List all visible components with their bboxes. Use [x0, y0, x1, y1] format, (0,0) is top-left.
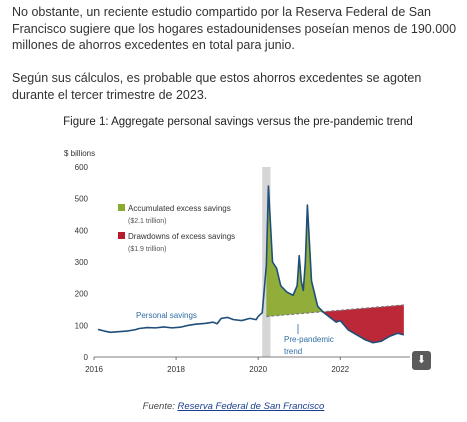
legend-swatch [118, 204, 125, 211]
x-tick-label: 2020 [249, 365, 267, 374]
y-tick-label: 200 [75, 290, 89, 299]
x-tick-label: 2018 [167, 365, 185, 374]
chart-y-axis-label: $ billions [64, 149, 95, 158]
caption-prefix: Fuente: [142, 401, 178, 412]
y-tick-label: 400 [75, 226, 89, 235]
savings-chart: Figure 1: Aggregate personal savings ver… [46, 112, 446, 382]
download-icon: ⬇ [416, 354, 427, 366]
figure-caption: Fuente: Reserva Federal de San Francisco [0, 401, 467, 412]
legend-sublabel: ($1.9 trillion) [128, 246, 167, 253]
x-tick-label: 2022 [331, 365, 349, 374]
y-tick-label: 100 [75, 321, 89, 330]
trend-label-line1: Pre-pandemic [284, 335, 334, 344]
legend-label: Drawdowns of excess savings [128, 232, 235, 241]
chart-title: Figure 1: Aggregate personal savings ver… [63, 116, 413, 128]
y-tick-label: 600 [75, 163, 89, 172]
personal-savings-line [97, 185, 405, 344]
personal-savings-label: Personal savings [136, 311, 197, 320]
y-tick-label: 300 [75, 258, 89, 267]
legend-sublabel: ($2.1 trillion) [128, 218, 167, 225]
pre-pandemic-trend-line [266, 304, 406, 318]
download-button[interactable]: ⬇ [412, 351, 431, 370]
x-tick-label: 2016 [85, 365, 103, 374]
trend-label-line2: trend [284, 347, 302, 356]
legend-label: Accumulated excess savings [128, 204, 231, 213]
drawdown-excess-area [322, 304, 404, 343]
article-paragraph-2: Según sus cálculos, es probable que esto… [12, 71, 422, 102]
accumulated-excess-area [266, 186, 323, 317]
legend-swatch [118, 232, 125, 239]
source-link[interactable]: Reserva Federal de San Francisco [177, 401, 325, 412]
y-tick-label: 500 [75, 195, 89, 204]
article-paragraph-1: No obstante, un reciente estudio compart… [12, 5, 457, 52]
y-tick-label: 0 [84, 353, 89, 362]
